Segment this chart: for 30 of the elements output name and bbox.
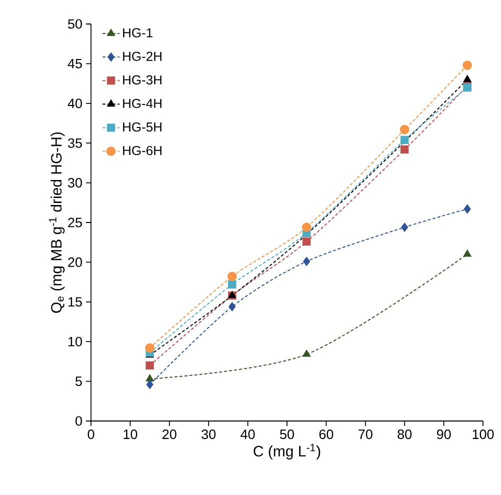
legend-label: HG-6H — [123, 146, 162, 156]
x-tick-label: 0 — [88, 430, 94, 440]
x-tick-label: 100 — [472, 430, 494, 440]
x-tick-label: 70 — [358, 430, 372, 440]
y-tick-label: 25 — [68, 218, 82, 228]
y-tick-label: 50 — [68, 19, 82, 29]
y-tick-label: 0 — [76, 416, 82, 426]
x-tick-label: 80 — [398, 430, 412, 440]
x-tick-label: 90 — [436, 430, 451, 440]
x-tick-label: 50 — [280, 430, 294, 440]
y-tick-label: 5 — [76, 376, 82, 386]
y-tick-label: 10 — [68, 336, 82, 346]
legend-label: HG-1 — [123, 28, 152, 38]
x-tick-label: 60 — [319, 430, 334, 440]
x-tick-label: 10 — [124, 430, 138, 440]
y-tick-label: 15 — [68, 297, 82, 307]
legend-label: HG-2H — [123, 52, 162, 61]
legend-label: HG-5H — [123, 122, 162, 132]
y-tick-label: 40 — [68, 98, 82, 108]
y-tick-label: 20 — [68, 257, 82, 267]
y-axis-title: Q$_{e}$ (mg MB g$^{-1}$ dried HG-H) — [49, 132, 65, 313]
x-tick-label: 40 — [240, 430, 255, 440]
legend-label: HG-4H — [123, 98, 162, 108]
x-axis-title: C (mg L$^{-1}$) — [254, 444, 320, 460]
y-tick-label: 45 — [68, 58, 82, 68]
x-tick-label: 30 — [202, 430, 216, 440]
y-tick-label: 30 — [68, 178, 82, 188]
legend-label: HG-3H — [123, 75, 162, 84]
x-tick-label: 20 — [162, 430, 176, 440]
y-tick-label: 35 — [68, 138, 82, 148]
